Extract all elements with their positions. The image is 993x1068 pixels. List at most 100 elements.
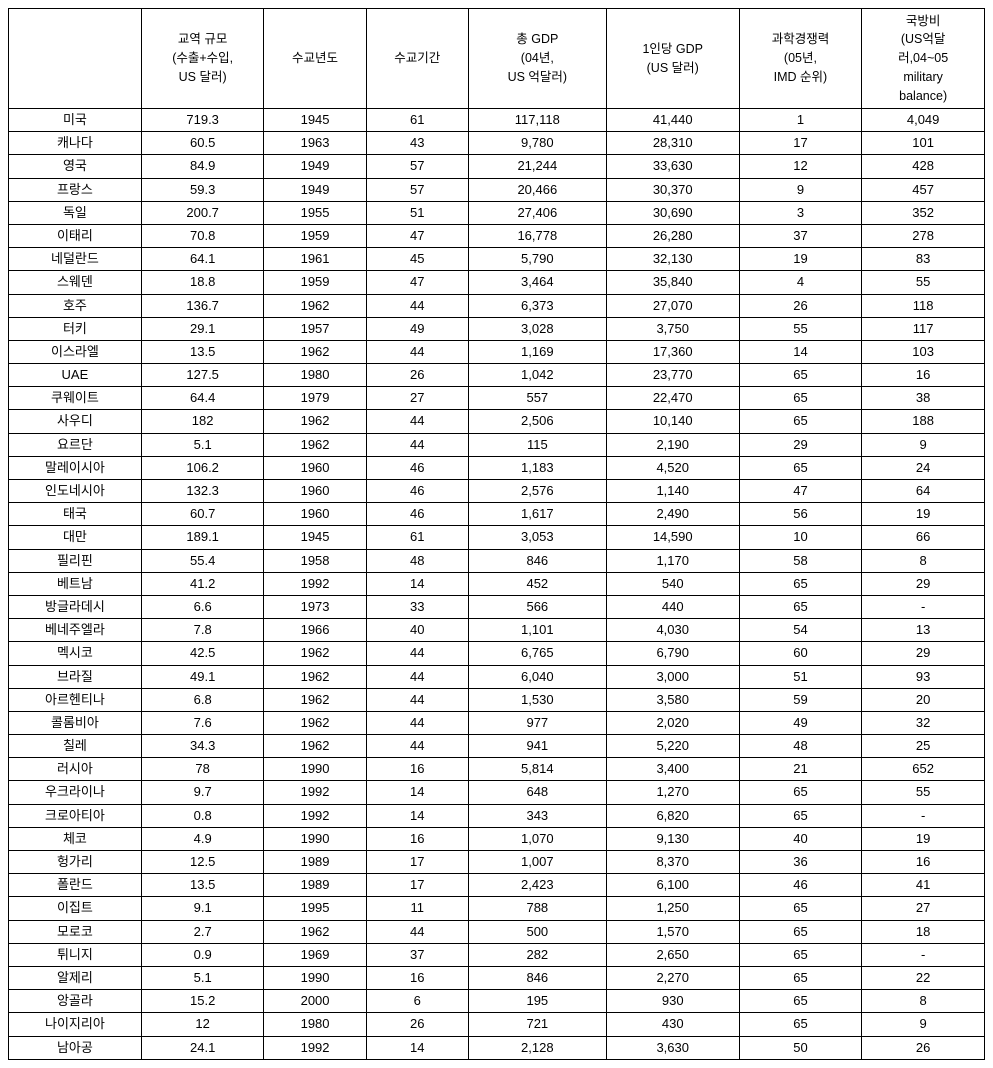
table-row: 아르헨티나6.81962441,5303,5805920 xyxy=(9,688,985,711)
data-cell: 9,780 xyxy=(468,132,606,155)
table-row: 폴란드13.51989172,4236,1004641 xyxy=(9,874,985,897)
data-cell: 1961 xyxy=(264,248,366,271)
data-cell: 42.5 xyxy=(141,642,264,665)
header-cell: 1인당 GDP(US 달러) xyxy=(606,9,739,109)
data-cell: 7.8 xyxy=(141,619,264,642)
data-cell: 3,028 xyxy=(468,317,606,340)
data-cell: 106.2 xyxy=(141,456,264,479)
data-cell: 428 xyxy=(862,155,985,178)
table-row: 사우디1821962442,50610,14065188 xyxy=(9,410,985,433)
data-cell: 189.1 xyxy=(141,526,264,549)
data-cell: 33,630 xyxy=(606,155,739,178)
data-cell: 34.3 xyxy=(141,735,264,758)
data-cell: 8 xyxy=(862,990,985,1013)
data-cell: 1955 xyxy=(264,201,366,224)
data-cell: 65 xyxy=(739,920,862,943)
country-cell: 태국 xyxy=(9,503,142,526)
table-row: 나이지리아12198026721430659 xyxy=(9,1013,985,1036)
data-cell: - xyxy=(862,943,985,966)
data-cell: 44 xyxy=(366,735,468,758)
data-cell: 65 xyxy=(739,966,862,989)
data-cell: 1959 xyxy=(264,271,366,294)
data-cell: 1973 xyxy=(264,595,366,618)
country-cell: 크로아티아 xyxy=(9,804,142,827)
data-cell: 21,244 xyxy=(468,155,606,178)
data-cell: 30,690 xyxy=(606,201,739,224)
data-cell: 47 xyxy=(366,224,468,247)
data-cell: 16 xyxy=(862,851,985,874)
data-cell: 12.5 xyxy=(141,851,264,874)
data-cell: 343 xyxy=(468,804,606,827)
data-cell: 1962 xyxy=(264,340,366,363)
data-cell: 16 xyxy=(862,364,985,387)
data-cell: 3,400 xyxy=(606,758,739,781)
data-cell: 3,053 xyxy=(468,526,606,549)
country-cell: 체코 xyxy=(9,827,142,850)
data-cell: 788 xyxy=(468,897,606,920)
table-row: 튀니지0.91969372822,65065- xyxy=(9,943,985,966)
data-cell: 59.3 xyxy=(141,178,264,201)
data-cell: 19 xyxy=(862,503,985,526)
data-cell: 10,140 xyxy=(606,410,739,433)
data-cell: 540 xyxy=(606,572,739,595)
data-cell: 1,101 xyxy=(468,619,606,642)
data-cell: 1962 xyxy=(264,410,366,433)
data-cell: 64 xyxy=(862,480,985,503)
table-row: 인도네시아132.31960462,5761,1404764 xyxy=(9,480,985,503)
country-cell: 알제리 xyxy=(9,966,142,989)
data-cell: 1980 xyxy=(264,364,366,387)
data-cell: 2.7 xyxy=(141,920,264,943)
data-cell: 1960 xyxy=(264,456,366,479)
data-cell: 24.1 xyxy=(141,1036,264,1059)
table-header: 교역 규모(수출+수입,US 달러)수교년도수교기간총 GDP(04년,US 억… xyxy=(9,9,985,109)
data-cell: 3,630 xyxy=(606,1036,739,1059)
data-cell: 117,118 xyxy=(468,109,606,132)
data-cell: 24 xyxy=(862,456,985,479)
data-cell: 1945 xyxy=(264,526,366,549)
data-cell: 55.4 xyxy=(141,549,264,572)
data-cell: 2,650 xyxy=(606,943,739,966)
data-cell: 127.5 xyxy=(141,364,264,387)
data-cell: 721 xyxy=(468,1013,606,1036)
data-cell: 1963 xyxy=(264,132,366,155)
data-cell: 4 xyxy=(739,271,862,294)
data-cell: 50 xyxy=(739,1036,862,1059)
data-cell: 6,373 xyxy=(468,294,606,317)
data-cell: 61 xyxy=(366,526,468,549)
data-cell: 1979 xyxy=(264,387,366,410)
data-cell: 9 xyxy=(739,178,862,201)
country-cell: 이스라엘 xyxy=(9,340,142,363)
data-cell: 25 xyxy=(862,735,985,758)
data-cell: 278 xyxy=(862,224,985,247)
header-cell: 총 GDP(04년,US 억달러) xyxy=(468,9,606,109)
data-cell: 1,270 xyxy=(606,781,739,804)
data-cell: 65 xyxy=(739,781,862,804)
data-cell: 1989 xyxy=(264,851,366,874)
data-cell: 47 xyxy=(366,271,468,294)
data-cell: 78 xyxy=(141,758,264,781)
data-cell: 5.1 xyxy=(141,433,264,456)
data-cell: 61 xyxy=(366,109,468,132)
data-cell: 29.1 xyxy=(141,317,264,340)
data-cell: 27,406 xyxy=(468,201,606,224)
data-cell: 51 xyxy=(366,201,468,224)
data-cell: 37 xyxy=(366,943,468,966)
data-cell: 1992 xyxy=(264,1036,366,1059)
data-cell: 32,130 xyxy=(606,248,739,271)
data-cell: 1990 xyxy=(264,758,366,781)
data-cell: 117 xyxy=(862,317,985,340)
data-cell: 1960 xyxy=(264,503,366,526)
data-cell: 51 xyxy=(739,665,862,688)
table-row: 독일200.719555127,40630,6903352 xyxy=(9,201,985,224)
data-cell: 941 xyxy=(468,735,606,758)
data-cell: 44 xyxy=(366,688,468,711)
data-cell: 18 xyxy=(862,920,985,943)
data-cell: 65 xyxy=(739,387,862,410)
data-cell: 2,020 xyxy=(606,711,739,734)
data-cell: 6,765 xyxy=(468,642,606,665)
data-cell: 44 xyxy=(366,410,468,433)
data-cell: 14 xyxy=(366,572,468,595)
data-cell: 118 xyxy=(862,294,985,317)
data-cell: 55 xyxy=(862,781,985,804)
data-cell: 1945 xyxy=(264,109,366,132)
